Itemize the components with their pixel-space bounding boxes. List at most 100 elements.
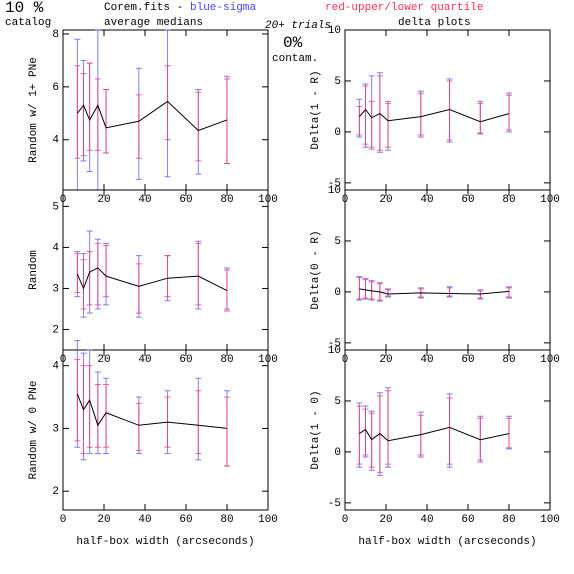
x-tick-label: 20 bbox=[379, 354, 392, 366]
y-tick-label: 10 bbox=[328, 345, 341, 357]
y-axis-label: Random bbox=[28, 250, 40, 290]
y-tick-label: 0 bbox=[334, 447, 341, 459]
quartile-bar bbox=[385, 289, 392, 297]
header-text: delta plots bbox=[398, 17, 471, 29]
x-axis-label: half-box width (arcseconds) bbox=[358, 536, 536, 548]
quartile-bar bbox=[224, 78, 230, 165]
x-tick-label: 60 bbox=[179, 194, 192, 206]
x-tick-label: 80 bbox=[502, 514, 515, 526]
quartile-bar bbox=[74, 358, 81, 442]
quartile-bar bbox=[86, 251, 93, 306]
x-tick-label: 20 bbox=[97, 514, 110, 526]
x-tick-label: 60 bbox=[461, 354, 474, 366]
quartile-bar bbox=[135, 263, 142, 314]
quartile-bar bbox=[135, 94, 142, 159]
x-tick-label: 40 bbox=[138, 354, 151, 366]
quartile-bar bbox=[94, 384, 101, 448]
quartile-bar bbox=[94, 242, 101, 306]
x-tick-label: 20 bbox=[97, 354, 110, 366]
median-line bbox=[359, 288, 510, 295]
header-text: blue-sigma bbox=[190, 2, 256, 14]
x-axis-label: half-box width (arcseconds) bbox=[76, 536, 254, 548]
x-tick-label: 20 bbox=[379, 514, 392, 526]
panel-frame bbox=[62, 349, 269, 511]
x-tick-label: 60 bbox=[179, 514, 192, 526]
median-line bbox=[76, 100, 228, 132]
y-tick-label: -5 bbox=[328, 338, 341, 350]
quartile-bar bbox=[506, 287, 512, 298]
quartile-bar bbox=[385, 102, 392, 148]
quartile-bar bbox=[446, 397, 453, 465]
quartile-bar bbox=[224, 396, 230, 467]
quartile-bar bbox=[362, 85, 369, 145]
quartile-bar bbox=[417, 92, 424, 136]
panel-frame bbox=[62, 29, 269, 191]
header-text: red-upper/lower quartile bbox=[325, 2, 483, 14]
header-text: 0% bbox=[283, 34, 303, 52]
quartile-bar bbox=[164, 65, 171, 141]
quartile-bar bbox=[368, 100, 375, 148]
x-tick-label: 20 bbox=[379, 194, 392, 206]
y-tick-label: -5 bbox=[328, 498, 341, 510]
y-tick-label: 5 bbox=[334, 236, 341, 248]
x-tick-label: 80 bbox=[220, 194, 233, 206]
y-tick-label: 4 bbox=[52, 361, 59, 373]
y-tick-label: 4 bbox=[52, 135, 59, 147]
y-axis-label: Random w/ 0 PNe bbox=[28, 380, 40, 479]
quartile-bar bbox=[362, 408, 369, 456]
x-tick-label: 40 bbox=[138, 194, 151, 206]
y-tick-label: 0 bbox=[334, 287, 341, 299]
header-text: contam. bbox=[272, 53, 318, 65]
x-tick-label: 60 bbox=[461, 194, 474, 206]
x-tick-label: 40 bbox=[138, 514, 151, 526]
quartile-bar bbox=[80, 73, 87, 157]
quartile-bar bbox=[356, 105, 363, 136]
quartile-bar bbox=[94, 78, 101, 151]
quartile-bar bbox=[356, 277, 363, 300]
quartile-bar bbox=[74, 253, 81, 294]
y-tick-label: 5 bbox=[334, 396, 341, 408]
quartile-bar bbox=[477, 290, 484, 299]
median-line bbox=[358, 108, 510, 123]
panel-frame bbox=[344, 349, 551, 511]
quartile-bar bbox=[385, 390, 392, 465]
quartile-bar bbox=[74, 65, 81, 159]
x-tick-label: 40 bbox=[420, 354, 433, 366]
y-tick-label: 2 bbox=[52, 324, 59, 336]
quartile-bar bbox=[164, 255, 171, 298]
x-tick-label: 60 bbox=[461, 514, 474, 526]
y-tick-label: 10 bbox=[328, 25, 341, 37]
y-tick-label: 8 bbox=[52, 29, 59, 41]
y-tick-label: 3 bbox=[52, 283, 59, 295]
y-tick-label: 6 bbox=[52, 82, 59, 94]
x-tick-label: 0 bbox=[342, 514, 349, 526]
x-tick-label: 80 bbox=[220, 514, 233, 526]
y-tick-label: 10 bbox=[328, 185, 341, 197]
y-tick-label: 3 bbox=[52, 423, 59, 435]
y-tick-label: 5 bbox=[52, 201, 59, 213]
quartile-bar bbox=[195, 242, 202, 306]
y-axis-label: Delta(1 - R) bbox=[310, 70, 322, 149]
y-axis-label: Random w/ 1+ PNe bbox=[28, 57, 40, 163]
y-axis-label: Delta(1 - 0) bbox=[310, 390, 322, 469]
y-tick-label: 0 bbox=[334, 127, 341, 139]
x-tick-label: 20 bbox=[97, 194, 110, 206]
quartile-bar bbox=[506, 417, 512, 449]
median-line bbox=[359, 426, 510, 442]
x-tick-label: 80 bbox=[502, 194, 515, 206]
y-tick-label: -5 bbox=[328, 178, 341, 190]
header-text: average medians bbox=[104, 17, 203, 29]
x-tick-label: 80 bbox=[502, 354, 515, 366]
quartile-bar bbox=[417, 414, 424, 456]
y-axis-label: Delta(0 - R) bbox=[310, 230, 322, 309]
x-tick-label: 100 bbox=[258, 514, 278, 526]
quartile-bar bbox=[446, 287, 453, 297]
quartile-bar bbox=[80, 259, 87, 310]
x-tick-label: 0 bbox=[60, 514, 67, 526]
header-text: 10 % bbox=[5, 0, 44, 17]
quartile-bar bbox=[368, 281, 375, 300]
quartile-bar bbox=[86, 365, 93, 448]
header-text: 20+ trials bbox=[265, 20, 331, 32]
quartile-bar bbox=[195, 390, 202, 455]
